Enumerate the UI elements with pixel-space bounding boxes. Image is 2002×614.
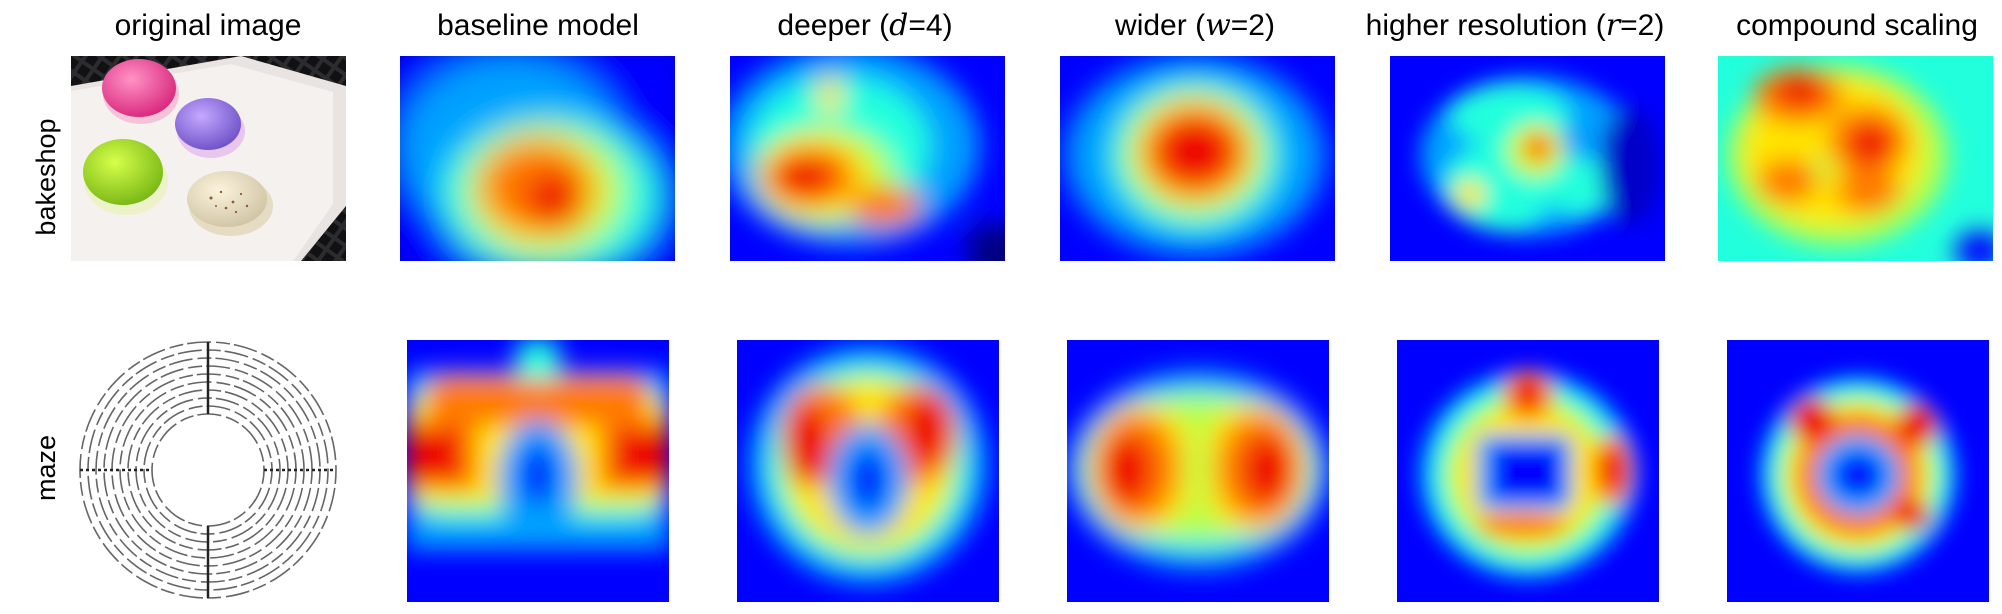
macarons-photo: [71, 56, 346, 261]
maze-resolution-heatmap: [1397, 340, 1659, 602]
heatmap: [737, 340, 999, 602]
bakeshop-resolution-heatmap: [1390, 56, 1665, 261]
column-title-resolution: higher resolution (r=2): [1365, 8, 1665, 43]
row-label-maze: maze: [31, 434, 61, 502]
column-title-wider: wider (w=2): [1115, 8, 1275, 43]
heatmap: [730, 56, 1005, 261]
bakeshop-wider-heatmap: [1060, 56, 1335, 261]
bakeshop-deeper-heatmap: [730, 56, 1005, 261]
bakeshop-compound-heatmap: [1718, 56, 1993, 261]
heatmap: [1060, 56, 1335, 261]
heatmap: [400, 56, 675, 261]
column-title-baseline: baseline model: [437, 9, 639, 42]
column-title-original: original image: [114, 9, 302, 42]
maze-compound-heatmap: [1727, 340, 1989, 602]
heatmap: [407, 340, 669, 602]
maze-wider-heatmap: [1067, 340, 1329, 602]
circular-maze-drawing: [71, 340, 346, 600]
bakeshop-baseline-heatmap: [400, 56, 675, 261]
heatmap: [1727, 340, 1989, 602]
heatmap: [1397, 340, 1659, 602]
row-label-bakeshop: bakeshop: [31, 118, 61, 236]
bakeshop-original-image: [71, 56, 346, 261]
heatmap: [1390, 56, 1665, 261]
column-title-deeper: deeper (d=4): [777, 8, 953, 43]
heatmap: [1067, 340, 1329, 602]
column-title-compound: compound scaling: [1736, 9, 1978, 42]
maze-original-image: [71, 340, 346, 600]
maze-deeper-heatmap: [737, 340, 999, 602]
heatmap: [1718, 56, 1993, 261]
maze-baseline-heatmap: [407, 340, 669, 602]
